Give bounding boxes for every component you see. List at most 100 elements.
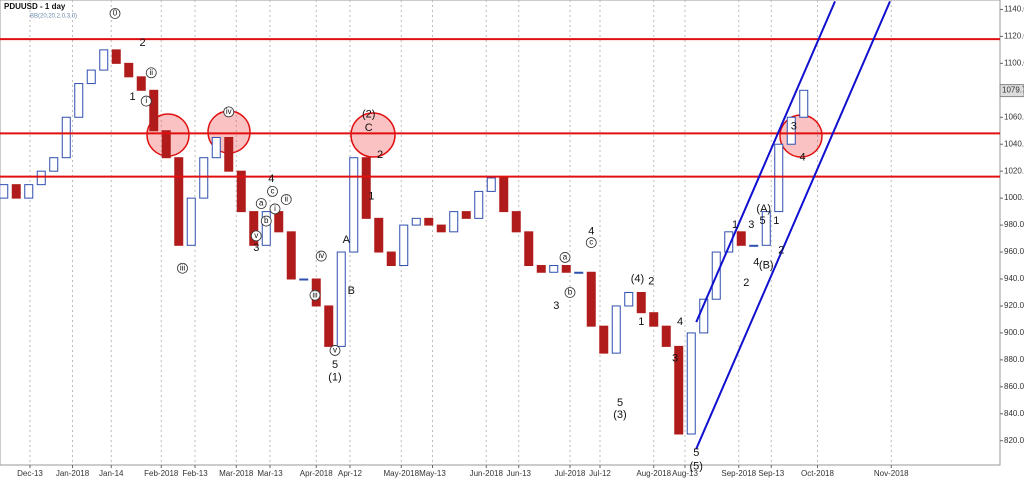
x-tick-label: Sep-13 [758,469,784,478]
y-tick-label: 1020.00 [1004,166,1024,175]
wave-circle [559,252,571,263]
wave-circle [309,289,321,301]
candle-body [161,130,171,159]
candle-body [749,244,759,247]
wave-label: 3 [553,300,559,312]
candle-body [99,49,109,71]
wave-label: (4) [631,273,644,285]
candle-body [474,190,484,219]
wave-label: i [274,204,276,213]
candle-body [386,251,396,267]
wave-circle [250,230,262,242]
x-tick-label: Mar-2018 [219,469,254,478]
wave-label: v [333,346,337,355]
x-tick-label: Jan-2018 [56,469,90,478]
x-tick-label: Nov-2018 [874,469,909,478]
x-tick-label: Jun-13 [507,469,532,478]
candle-body [549,265,559,273]
x-tick-label: Apr-2018 [300,469,333,478]
wave-label: 5 [332,359,338,371]
wave-circle [260,215,272,227]
candle-body [0,184,9,199]
wave-label: (B) [759,259,774,271]
wave-label: 4 [268,173,274,185]
candle-body [411,217,421,226]
wave-label: ii [149,68,153,77]
wave-circle [177,262,188,274]
candle-body [724,231,734,253]
wave-circle [280,194,292,205]
wave-label: v [254,231,258,240]
wave-label: b [264,216,269,225]
wave-circle [255,198,267,209]
candle-body [636,291,646,314]
candle-body [324,305,334,347]
indicator-label: BB(20,20,2,0,3,0) [30,14,77,20]
y-tick-label: 840.00 [1004,409,1024,418]
wave-label: 3 [672,352,678,364]
x-tick-label: Jul-12 [589,469,611,478]
wave-label: 0 [113,9,118,18]
wave-label: (1) [328,371,341,383]
candle-body [74,83,84,118]
wave-circle [315,250,327,262]
candle-body [536,265,546,273]
wave-label: a [563,253,568,262]
wave-label: c [271,187,275,196]
x-tick-label: Feb-13 [182,469,208,478]
channel-line [695,0,836,323]
x-tick-label: Mar-13 [257,469,283,478]
wave-label: 5 [759,215,765,227]
y-tick-label: 1000.00 [1004,193,1024,202]
wave-label: 2 [743,277,749,289]
x-tick-label: May-13 [419,469,446,478]
candle-body [674,345,684,435]
candle-body [199,157,209,199]
candle-body [649,312,659,327]
wave-label: B [348,285,355,297]
wave-label: 4 [799,152,805,164]
wave-label: C [365,122,373,134]
x-tick-label: Apr-12 [338,469,363,478]
y-tick-label: 1120.00 [1004,32,1024,41]
y-tick-label: 920.00 [1004,301,1024,310]
candle-body [336,251,346,347]
wave-label: 4 [677,316,683,328]
candle-body [111,49,121,64]
wave-label: 1 [638,316,644,328]
x-tick-label: Jun-2018 [470,469,504,478]
wave-circle [223,106,235,118]
wave-label: (3) [613,409,626,421]
candle-body [86,69,96,85]
candle-body [774,143,784,213]
candle-body [786,116,796,145]
wave-label: 1 [773,215,779,227]
wave-circle [267,185,278,197]
wave-label: c [589,238,593,247]
candle-body [186,197,196,246]
candle-body [49,157,59,172]
wave-label: 2 [648,276,654,288]
wave-label: a [259,199,264,208]
candle-body [736,231,746,246]
wave-label: 3 [253,242,259,254]
chart-title: PDUUSD - 1 day [4,2,66,11]
candle-body [249,211,259,246]
wave-label: 3 [791,121,797,133]
y-tick-label: 900.00 [1004,328,1024,337]
wave-label: 1 [368,191,374,203]
wave-label: (2) [362,108,375,120]
candle-body [211,136,221,159]
x-tick-label: Oct-2018 [801,469,834,478]
candle-body [236,170,246,213]
x-tick-label: Dec-13 [17,469,43,478]
candle-body [124,62,134,78]
wave-circle [329,345,341,356]
candle-body [361,157,371,219]
candle-body [599,325,609,354]
y-tick-label: 1140.00 [1004,5,1024,14]
y-tick-label: 820.00 [1004,436,1024,445]
highlight-circle [350,112,396,158]
candle-body [511,211,521,233]
y-tick-label: 940.00 [1004,274,1024,283]
